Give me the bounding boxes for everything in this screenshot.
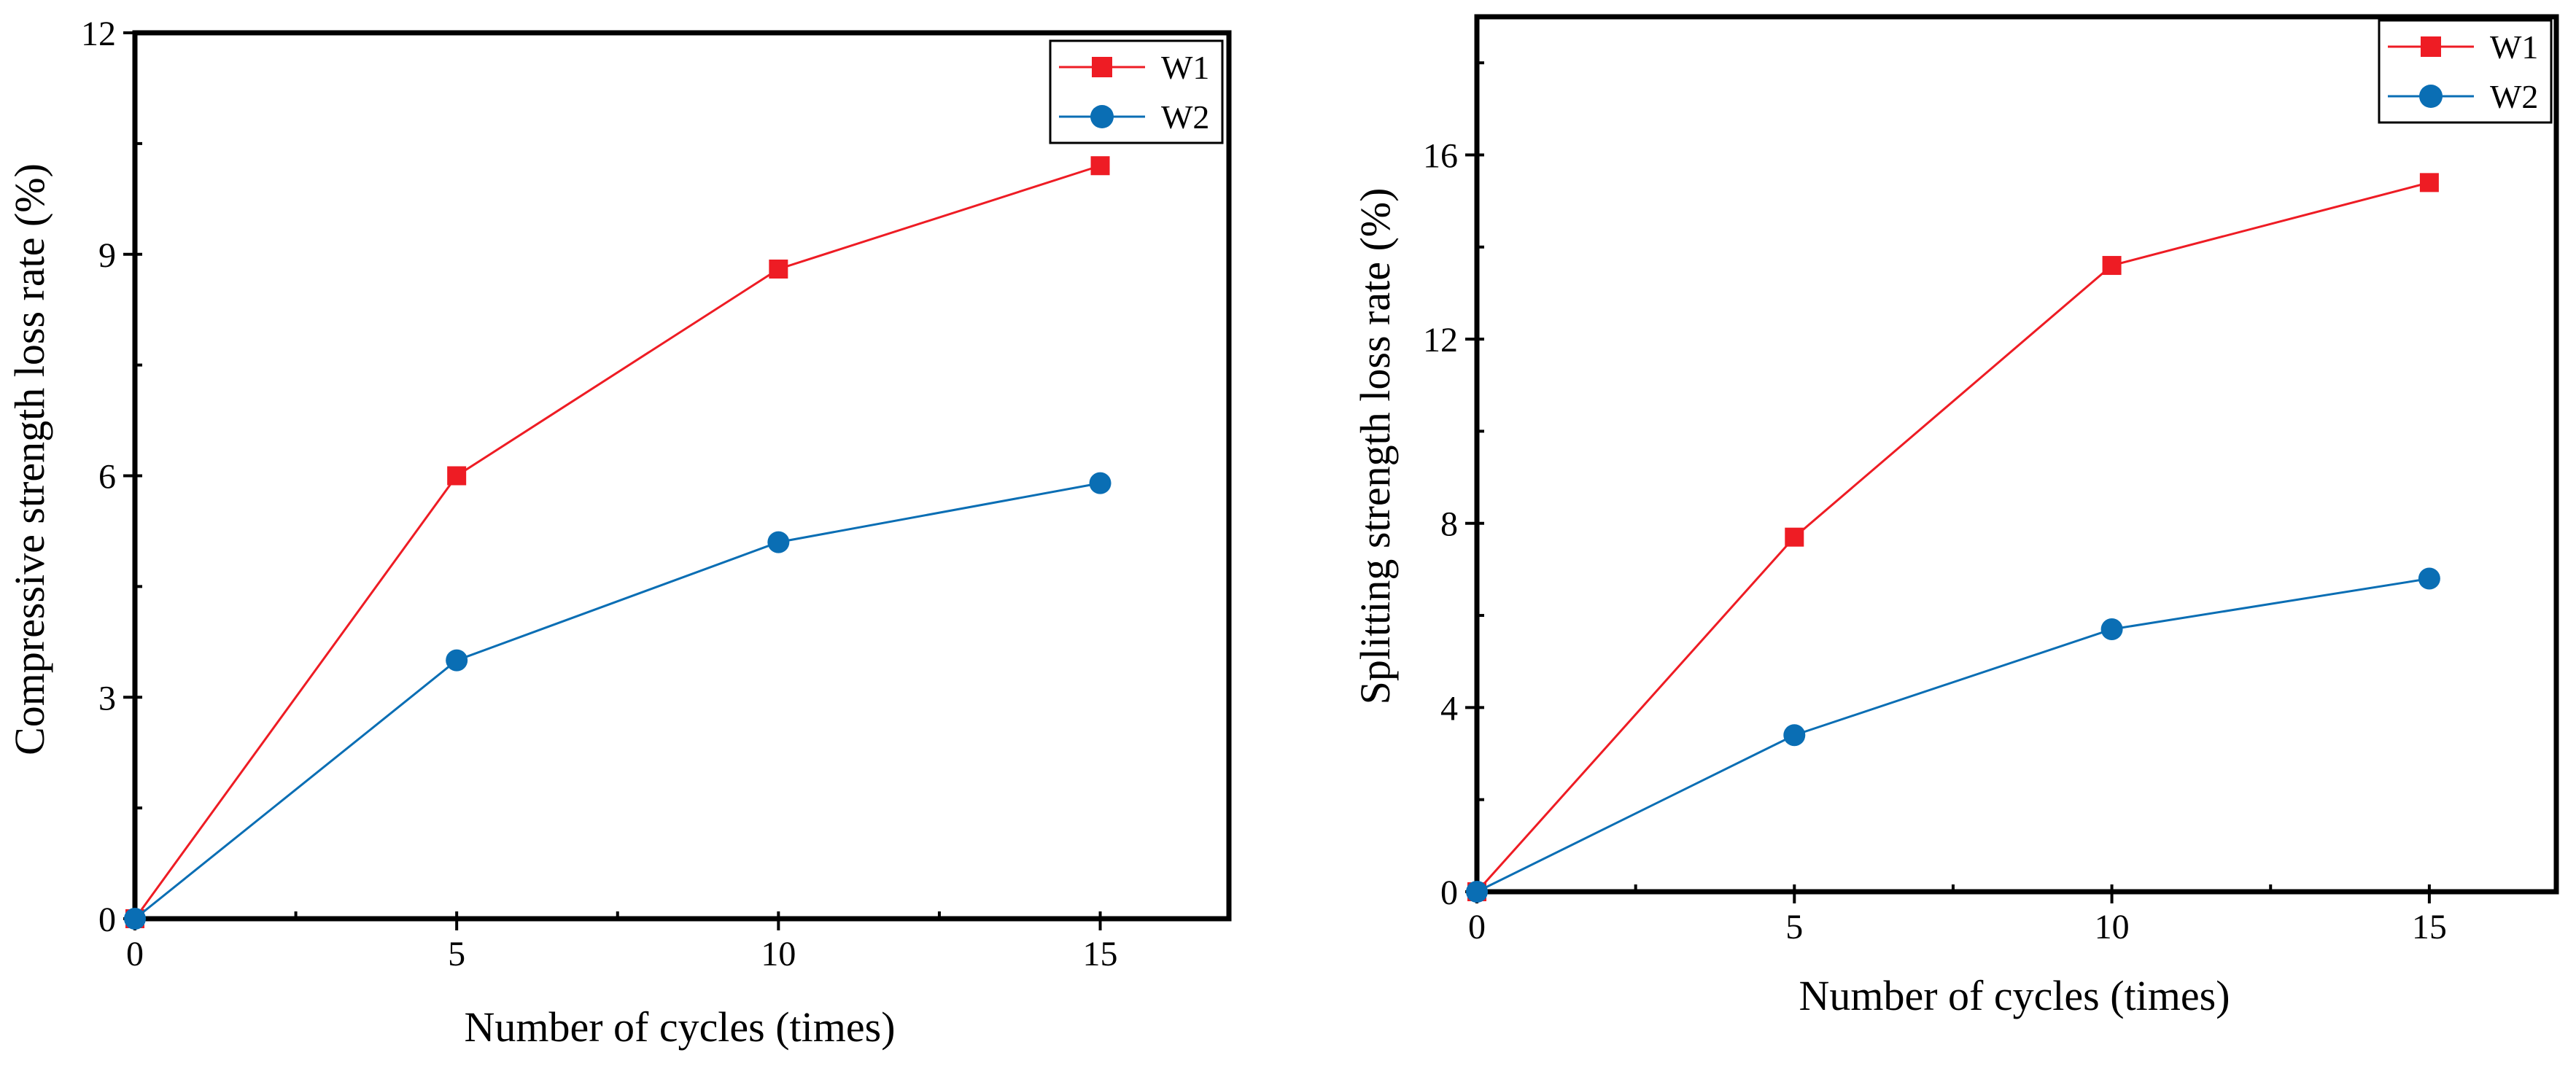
chart-1-x-tick-label: 0 <box>1468 908 1486 946</box>
chart-0-point-w1-5 <box>447 466 467 486</box>
chart-1-point-w2-10 <box>2100 618 2123 640</box>
chart-0-y-tick-label: 3 <box>98 679 116 717</box>
splitting-strength-chart: Splitting strength loss rate (%) Number … <box>1351 14 2559 1019</box>
chart-1-point-w2-15 <box>2418 567 2440 590</box>
chart-0-y-tick-label: 12 <box>81 15 116 53</box>
chart-1-plot-frame <box>1474 14 2559 895</box>
chart-1-legend: W1 W2 <box>2378 19 2553 124</box>
chart-0-x-tick-label: 10 <box>761 935 796 973</box>
chart-0-legend-label-w2: W2 <box>1161 98 1209 136</box>
chart-1-y-tick-label: 12 <box>1423 321 1458 359</box>
chart-1-point-w2-0 <box>1466 881 1488 903</box>
chart-0-legend-marker-w2 <box>1090 105 1114 128</box>
chart-1-legend-box <box>2378 19 2553 124</box>
chart-1-y-tick-label: 0 <box>1440 874 1458 912</box>
chart-1-y-tick-label: 8 <box>1440 505 1458 544</box>
chart-0-legend-marker-w1 <box>1092 57 1112 77</box>
chart-1-y-tick-label: 4 <box>1440 689 1458 728</box>
chart-1-x-tick-label: 15 <box>2412 908 2447 946</box>
chart-0-legend-box <box>1049 39 1224 144</box>
chart-0-point-w2-0 <box>124 908 146 930</box>
chart-1-point-w1-10 <box>2102 256 2122 276</box>
chart-0-point-w1-10 <box>769 260 788 279</box>
chart-1-series-line-w1 <box>1475 181 2430 893</box>
chart-0-y-tick-label: 6 <box>98 458 116 497</box>
chart-0-y-tick-label: 9 <box>98 236 116 275</box>
chart-0-point-w1-15 <box>1090 156 1110 176</box>
chart-1-y-tick-label: 16 <box>1423 136 1458 175</box>
chart-1-x-axis-title: Number of cycles (times) <box>1799 972 2230 1019</box>
chart-0-point-w2-5 <box>446 649 468 672</box>
chart-1-point-w2-5 <box>1783 724 1806 747</box>
chart-1-y-axis-title: Splitting strength loss rate (%) <box>1351 188 1399 705</box>
chart-1-legend-marker-w2 <box>2419 85 2443 108</box>
chart-0-legend-label-w1: W1 <box>1161 49 1209 86</box>
chart-0-y-axis-title: Compressive strength loss rate (%) <box>6 163 53 755</box>
chart-0-x-tick-label: 0 <box>126 935 144 973</box>
chart-0-point-w2-10 <box>767 531 790 553</box>
chart-0-x-axis-title: Number of cycles (times) <box>464 1003 895 1051</box>
chart-1-x-tick-label: 5 <box>1785 908 1803 946</box>
chart-1-x-tick-label: 10 <box>2095 908 2130 946</box>
chart-1-legend-label-w2: W2 <box>2490 78 2538 115</box>
chart-0-y-tick-label: 0 <box>98 900 116 939</box>
chart-1-point-w1-5 <box>1785 527 1804 547</box>
chart-0-series-line-w2 <box>134 482 1101 920</box>
compressive-strength-chart: Compressive strength loss rate (%) Numbe… <box>6 15 1232 1051</box>
chart-1-point-w1-15 <box>2419 173 2439 192</box>
chart-0-point-w2-15 <box>1089 472 1112 494</box>
chart-1-legend-label-w1: W1 <box>2490 28 2538 66</box>
chart-0-x-tick-label: 15 <box>1083 935 1118 973</box>
chart-1-legend-marker-w1 <box>2421 36 2441 57</box>
chart-0-series-line-w1 <box>133 164 1101 919</box>
chart-1-series-line-w2 <box>1476 577 2430 893</box>
chart-0-legend: W1 W2 <box>1049 39 1224 144</box>
chart-0-x-tick-label: 5 <box>448 935 465 973</box>
